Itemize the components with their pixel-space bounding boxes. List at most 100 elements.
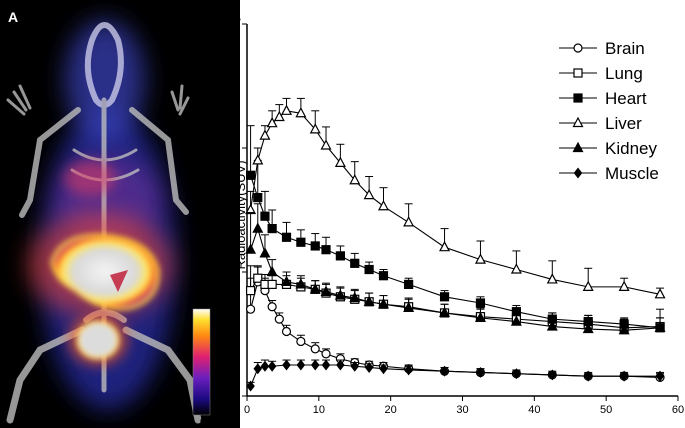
data-point-heart <box>475 298 486 308</box>
series-line-liver <box>250 110 661 295</box>
data-point-lung <box>475 312 486 322</box>
data-point-muscle <box>282 359 291 371</box>
legend-marker-heart <box>573 93 583 103</box>
data-point-heart <box>310 241 320 251</box>
legend-label-muscle: Muscle <box>605 164 659 183</box>
x-tick-label: 50 <box>600 404 612 416</box>
data-point-liver <box>546 273 558 284</box>
data-point-liver <box>403 216 415 227</box>
data-point-brain <box>511 369 521 379</box>
data-point-liver <box>510 263 522 274</box>
x-tick-label: 0 <box>244 404 250 416</box>
data-point-muscle <box>476 366 485 378</box>
data-point-liver <box>295 106 307 118</box>
x-tick-label: 40 <box>528 404 540 416</box>
data-point-liver <box>363 188 375 200</box>
data-point-liver <box>334 156 346 167</box>
data-point-kidney <box>295 278 307 289</box>
data-point-brain <box>619 371 629 381</box>
series-heart <box>245 125 665 333</box>
data-point-brain <box>321 349 331 359</box>
series-line-kidney <box>250 226 661 331</box>
data-point-liver <box>377 199 389 211</box>
legend-item-lung: Lung <box>559 64 643 83</box>
x-tick-label: 20 <box>385 404 397 416</box>
series-line-lung <box>250 277 661 329</box>
data-point-lung <box>321 288 331 298</box>
panel-a-letter: A <box>8 9 18 25</box>
legend-label-lung: Lung <box>605 64 643 83</box>
colorbar-label: SUV <box>217 350 231 375</box>
data-point-lung <box>281 279 292 289</box>
data-point-lung <box>619 323 629 333</box>
data-point-heart <box>335 251 345 261</box>
data-point-lung <box>364 297 374 307</box>
data-point-lung <box>583 319 593 329</box>
colorbar-min-label: 0 <box>200 417 206 428</box>
series-brain <box>245 266 665 382</box>
data-point-brain <box>335 354 345 364</box>
data-point-lung <box>439 308 450 318</box>
data-point-lung <box>310 284 320 294</box>
data-point-kidney <box>252 222 264 233</box>
data-point-heart <box>511 307 521 317</box>
legend-item-brain: Brain <box>559 39 645 58</box>
data-point-heart <box>404 279 414 289</box>
data-point-brain <box>364 360 374 370</box>
data-point-heart <box>655 323 665 333</box>
data-point-brain <box>475 367 486 378</box>
data-point-brain <box>281 326 292 337</box>
series-kidney <box>245 203 666 335</box>
data-point-kidney <box>266 265 278 277</box>
data-point-lung <box>260 279 270 289</box>
series-line-heart <box>250 175 661 329</box>
x-tick-label: 30 <box>456 404 468 416</box>
data-point-kidney <box>259 247 271 258</box>
data-point-lung <box>547 317 557 327</box>
data-point-lung <box>253 273 263 283</box>
data-point-muscle <box>548 369 557 381</box>
data-point-liver <box>582 280 594 291</box>
data-point-muscle <box>619 370 629 382</box>
data-point-lung <box>655 321 665 332</box>
data-point-liver <box>618 280 630 291</box>
data-point-heart <box>245 170 256 180</box>
data-point-brain <box>296 336 306 347</box>
data-point-liver <box>281 104 293 115</box>
data-point-kidney <box>309 283 321 294</box>
data-point-muscle <box>336 359 345 371</box>
data-point-lung <box>267 279 277 289</box>
data-point-heart <box>378 271 389 281</box>
data-point-brain <box>583 371 593 381</box>
data-point-muscle <box>440 365 449 377</box>
legend-label-brain: Brain <box>605 39 645 58</box>
heart-uptake <box>64 160 116 196</box>
data-point-kidney <box>474 311 486 322</box>
data-point-kidney <box>349 291 361 303</box>
data-point-lung <box>296 282 306 292</box>
data-point-kidney <box>654 321 666 332</box>
legend-label-heart: Heart <box>605 89 647 108</box>
data-point-kidney <box>320 285 332 296</box>
pet-ct-image-panel: A 2.5 0 SUV <box>0 0 240 428</box>
chart-legend: Brain Lung Heart Liver Kidney Muscle <box>559 39 659 183</box>
data-point-liver <box>320 139 332 150</box>
data-point-muscle <box>364 362 374 373</box>
data-point-muscle <box>267 360 277 372</box>
data-point-muscle <box>260 360 270 372</box>
data-point-muscle <box>655 370 665 382</box>
bladder-uptake <box>68 314 128 366</box>
legend-label-liver: Liver <box>605 114 642 133</box>
data-point-kidney <box>510 315 522 326</box>
data-point-muscle <box>321 359 331 371</box>
data-point-brain <box>310 344 320 354</box>
legend-item-liver: Liver <box>559 114 642 133</box>
data-point-heart <box>583 317 593 327</box>
legend-marker-lung <box>573 68 583 78</box>
data-point-brain <box>378 361 389 371</box>
data-point-brain <box>267 302 277 312</box>
data-point-heart <box>350 258 360 268</box>
data-point-muscle <box>350 360 360 372</box>
data-point-kidney <box>546 320 558 331</box>
